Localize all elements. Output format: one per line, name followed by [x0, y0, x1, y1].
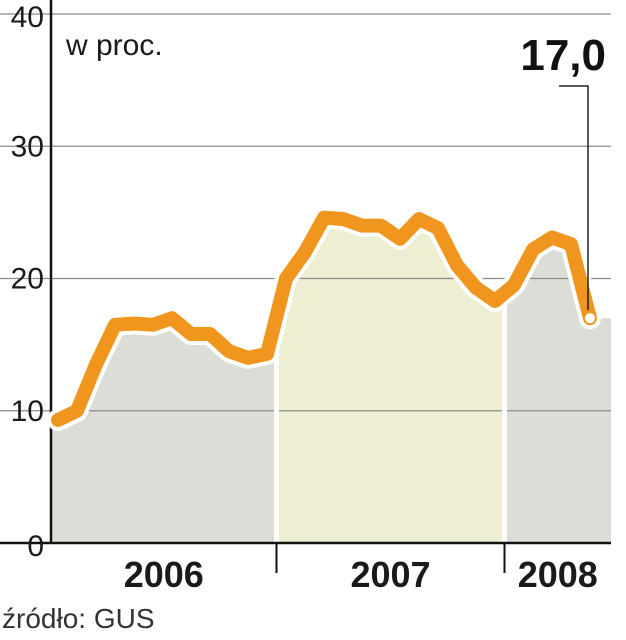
data-point — [550, 236, 554, 239]
data-point — [322, 216, 326, 219]
data-point — [132, 322, 136, 325]
data-point — [379, 224, 383, 227]
data-point — [569, 242, 573, 246]
y-tick-label: 30 — [11, 130, 44, 163]
area-fill-2006 — [51, 316, 277, 543]
data-point — [113, 323, 117, 326]
data-point — [360, 224, 364, 227]
data-point — [151, 323, 155, 326]
year-label-2007: 2007 — [350, 554, 430, 595]
year-label-2006: 2006 — [124, 554, 204, 595]
data-point — [227, 350, 231, 353]
data-point — [436, 227, 440, 230]
y-tick-label: 0 — [27, 530, 44, 563]
data-point — [284, 277, 288, 280]
data-point — [56, 418, 60, 422]
source-note: źródło: GUS — [2, 603, 155, 634]
data-point — [170, 316, 174, 320]
data-point — [341, 217, 345, 221]
data-point — [474, 286, 478, 289]
data-point — [398, 237, 402, 241]
data-point — [208, 332, 212, 336]
data-point — [189, 332, 193, 336]
area-fill-2007 — [276, 217, 505, 544]
data-point — [94, 363, 98, 366]
data-point — [512, 283, 516, 287]
data-point — [303, 250, 307, 254]
data-point — [75, 409, 79, 412]
last-value-callout: 17,0 — [520, 31, 606, 80]
data-point — [417, 217, 421, 221]
data-point — [531, 248, 535, 251]
unit-label: w proc. — [65, 29, 163, 62]
data-point — [493, 299, 497, 303]
year-label-2008: 2008 — [518, 554, 598, 595]
last-point-marker — [585, 313, 595, 324]
callout-leader — [559, 85, 589, 311]
y-tick-label: 20 — [11, 263, 44, 296]
data-point — [265, 352, 269, 356]
data-point — [246, 356, 250, 360]
y-tick-label: 10 — [11, 395, 44, 428]
data-point — [455, 264, 459, 267]
y-tick-label: 40 — [11, 1, 44, 34]
